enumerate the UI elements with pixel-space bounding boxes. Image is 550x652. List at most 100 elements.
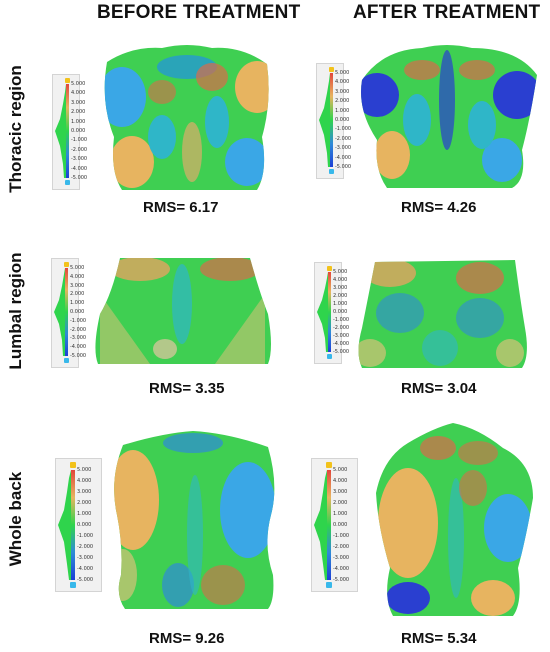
- scale-tick-label: 4.000: [335, 79, 350, 86]
- rms-whole-after: RMS= 5.34: [401, 630, 477, 647]
- scale-tick-label: -2.000: [333, 325, 350, 331]
- lumbal-before-deviation-map: [95, 258, 271, 364]
- scale-tick-label: -4.000: [333, 341, 350, 347]
- scale-tick-label: 1.000: [70, 300, 85, 307]
- scale-gradient-bar: [327, 470, 331, 580]
- row-label-thoracic: Thoracic region: [6, 65, 25, 193]
- scale-max-marker-icon: [65, 78, 70, 83]
- scale-tick-label: 1.000: [77, 511, 92, 517]
- scale-tick-label: -3.000: [333, 333, 350, 339]
- color-scale-thoracic-before: 5.000 4.000 3.000 2.000 1.000 0.000 -1.000 -2.0…: [52, 74, 87, 190]
- scale-tick-label: 0.000: [335, 117, 350, 123]
- scale-tick-label: -2.000: [335, 135, 352, 142]
- scale-tick-label: -5.000: [77, 577, 94, 583]
- whole-back-after-deviation-map: [376, 423, 533, 616]
- after-treatment-header: AFTER TREATMENT: [353, 2, 541, 23]
- scale-tick-label: 3.000: [335, 88, 350, 95]
- scale-tick-label: -1.000: [70, 317, 87, 324]
- scale-tick-label: 0.000: [333, 522, 348, 528]
- scale-tick-label: -5.000: [333, 577, 350, 583]
- scale-max-marker-icon: [327, 266, 332, 271]
- scale-histogram: [54, 268, 65, 356]
- scale-tick-label: 5.000: [333, 467, 348, 473]
- scale-max-marker-icon: [70, 462, 76, 468]
- scale-tick-label: 0.000: [71, 128, 86, 134]
- scale-tick-label: 4.000: [77, 478, 92, 484]
- rms-lumbal-after: RMS= 3.04: [401, 380, 477, 397]
- scale-tick-label: -3.000: [333, 555, 350, 561]
- scale-min-marker-icon: [326, 582, 332, 588]
- scale-tick-label: 1.000: [71, 118, 86, 125]
- scale-tick-label: 3.000: [71, 99, 86, 106]
- color-scale-whole-after: 5.000 4.000 3.000 2.000 1.000 0.000 -1.000 -2.0…: [311, 458, 358, 592]
- scale-gradient-bar: [65, 268, 68, 356]
- scale-tick-label: 2.000: [333, 293, 348, 299]
- scale-tick-label: 4.000: [71, 90, 86, 97]
- scale-tick-label: -1.000: [333, 317, 350, 323]
- scale-min-marker-icon: [327, 354, 332, 359]
- scale-tick-label: -4.000: [333, 566, 350, 572]
- scale-tick-label: 3.000: [77, 489, 92, 495]
- scale-tick-label: 5.000: [77, 467, 92, 473]
- scale-tick-label: -2.000: [333, 544, 350, 550]
- rms-whole-before: RMS= 9.26: [149, 630, 225, 647]
- scale-tick-label: -3.000: [335, 145, 352, 152]
- scale-tick-label: 5.000: [71, 81, 86, 87]
- row-label-whole-back: Whole back: [6, 471, 25, 567]
- scale-tick-label: 4.000: [333, 478, 348, 484]
- scale-tick-label: 0.000: [77, 522, 92, 528]
- scale-max-marker-icon: [64, 262, 69, 267]
- scale-histogram: [55, 84, 66, 178]
- whole-back-before-deviation-map: [114, 431, 275, 609]
- scale-tick-label: -5.000: [335, 164, 352, 170]
- scale-tick-label: 2.000: [71, 109, 86, 116]
- scale-histogram: [319, 73, 330, 167]
- scale-tick-label: 4.000: [70, 273, 85, 280]
- scale-tick-label: 1.000: [335, 107, 350, 114]
- scale-gradient-bar: [330, 73, 333, 167]
- rms-thoracic-after: RMS= 4.26: [401, 199, 477, 216]
- thoracic-before-deviation-map: [104, 45, 269, 190]
- scale-tick-label: 0.000: [333, 309, 348, 315]
- scale-tick-label: 3.000: [70, 282, 85, 289]
- color-scale-lumbal-after: 5.000 4.000 3.000 2.000 1.000 0.000 -1.000 -2.0…: [314, 262, 349, 364]
- scale-tick-label: 5.000: [335, 70, 350, 76]
- color-scale-lumbal-before: 5.000 4.000 3.000 2.000 1.000 0.000 -1.000 -2.0…: [51, 258, 86, 368]
- scale-tick-label: 4.000: [333, 277, 348, 283]
- scale-tick-label: -1.000: [77, 533, 94, 539]
- rms-lumbal-before: RMS= 3.35: [149, 380, 225, 397]
- scale-tick-label: 2.000: [77, 500, 92, 506]
- scale-tick-label: 1.000: [333, 511, 348, 517]
- scale-tick-label: 5.000: [333, 269, 348, 275]
- scale-tick-label: -1.000: [335, 126, 352, 133]
- scale-gradient-bar: [328, 272, 331, 352]
- scale-tick-label: -2.000: [70, 326, 87, 333]
- color-scale-thoracic-after: 5.000 4.000 3.000 2.000 1.000 0.000 -1.000 -2.0…: [316, 63, 351, 179]
- scale-max-marker-icon: [326, 462, 332, 468]
- scale-max-marker-icon: [329, 67, 334, 72]
- scale-tick-label: -1.000: [71, 137, 88, 144]
- scale-tick-label: 3.000: [333, 489, 348, 495]
- scale-tick-label: 2.000: [335, 98, 350, 105]
- scale-histogram: [314, 470, 327, 580]
- scale-tick-label: 2.000: [70, 291, 85, 298]
- scale-tick-label: -4.000: [335, 154, 352, 161]
- before-treatment-header: BEFORE TREATMENT: [97, 2, 301, 23]
- scale-tick-label: -5.000: [70, 353, 87, 359]
- scale-tick-label: 0.000: [70, 309, 85, 315]
- scale-tick-label: 3.000: [333, 285, 348, 291]
- scale-min-marker-icon: [70, 582, 76, 588]
- scale-min-marker-icon: [329, 169, 334, 174]
- scale-tick-label: -4.000: [70, 344, 87, 351]
- scale-histogram: [58, 470, 71, 580]
- scale-tick-label: -3.000: [70, 335, 87, 342]
- lumbal-after-deviation-map: [358, 260, 527, 368]
- scale-tick-label: -5.000: [333, 349, 350, 355]
- scale-gradient-bar: [71, 470, 75, 580]
- scale-tick-label: -2.000: [71, 146, 88, 153]
- scale-min-marker-icon: [64, 358, 69, 363]
- scale-tick-label: 1.000: [333, 301, 348, 307]
- scale-tick-label: -3.000: [77, 555, 94, 561]
- scale-tick-label: -2.000: [77, 544, 94, 550]
- scale-gradient-bar: [66, 84, 69, 178]
